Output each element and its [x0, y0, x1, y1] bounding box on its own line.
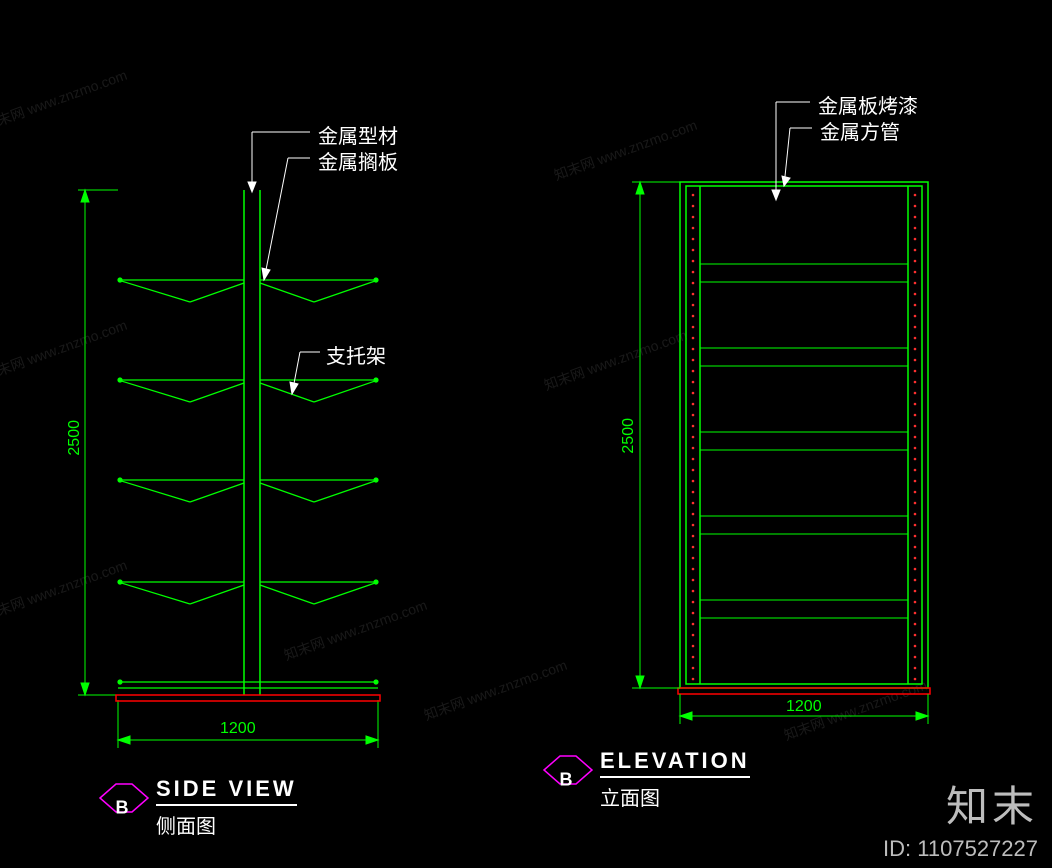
title-cn: 侧面图 [156, 810, 297, 839]
id-text: ID: 1107527227 [883, 836, 1038, 862]
hex-letter: B [560, 769, 573, 790]
label-shelf: 金属搁板 [318, 146, 398, 175]
title-en: ELEVATION [600, 748, 750, 778]
hex-marker-icon: B [100, 786, 144, 830]
label-profile: 金属型材 [318, 120, 398, 149]
title-cn: 立面图 [600, 782, 750, 811]
label-panel: 金属板烤漆 [818, 90, 918, 119]
dim-side-w: 1200 [220, 720, 256, 738]
dim-side-h: 2500 [66, 420, 84, 456]
hex-letter: B [116, 797, 129, 818]
dim-elev-h: 2500 [620, 418, 638, 454]
label-tube: 金属方管 [820, 116, 900, 145]
dim-elev-w: 1200 [786, 698, 822, 716]
brand-text: 知末 [946, 773, 1038, 834]
hex-marker-icon: B [544, 758, 588, 802]
label-bracket: 支托架 [326, 340, 386, 369]
side-view-title: B SIDE VIEW 侧面图 [100, 776, 297, 839]
title-en: SIDE VIEW [156, 776, 297, 806]
elevation-title: B ELEVATION 立面图 [544, 748, 750, 811]
